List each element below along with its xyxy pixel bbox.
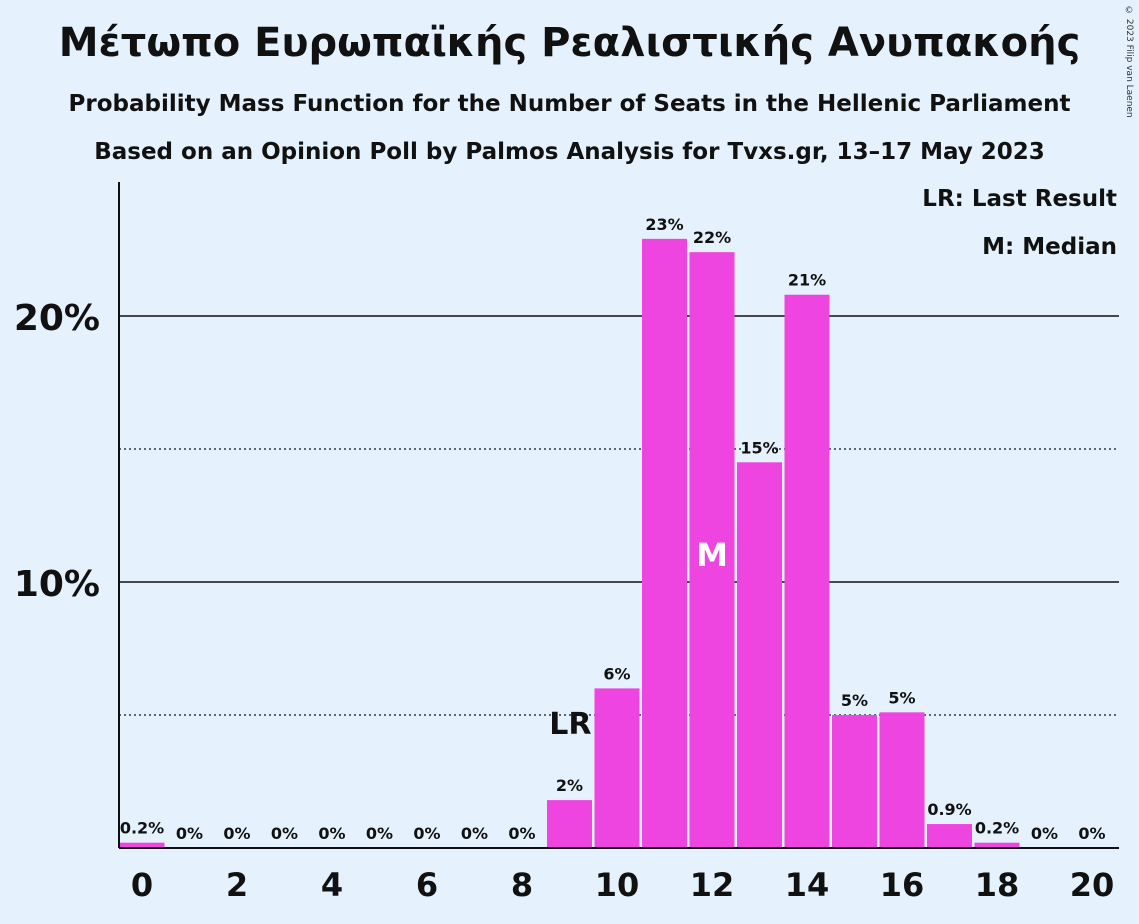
- x-tick-label: 20: [1070, 866, 1115, 904]
- value-label-background: [744, 439, 775, 458]
- value-label: 6%: [603, 664, 630, 683]
- value-label: 23%: [645, 215, 683, 234]
- bar-seats-14: [784, 294, 830, 849]
- value-label: 0.9%: [927, 800, 971, 819]
- value-label: 0%: [1078, 824, 1105, 843]
- last-result-marker: LR: [549, 707, 591, 742]
- value-label: 22%: [693, 228, 731, 247]
- value-label: 5%: [841, 691, 868, 710]
- value-label: 0%: [413, 824, 440, 843]
- x-tick-label: 14: [785, 866, 830, 904]
- chart-title: Μέτωπο Ευρωπαϊκής Ρεαλιστικής Ανυπακοής: [58, 20, 1081, 66]
- value-label: 2%: [556, 776, 583, 795]
- value-label-background: [122, 819, 162, 838]
- bar-seats-17: [927, 824, 972, 848]
- value-label-background: [606, 665, 628, 684]
- value-label: 21%: [788, 271, 826, 290]
- bar-seats-0: [119, 842, 165, 848]
- value-label-background: [791, 271, 823, 290]
- x-tick-label: 16: [880, 866, 925, 904]
- value-label-background: [696, 229, 728, 248]
- value-label: 0%: [318, 824, 345, 843]
- value-label: 0%: [508, 824, 535, 843]
- legend-last-result: LR: Last Result: [922, 186, 1117, 212]
- value-label: 0%: [271, 824, 298, 843]
- chart-subtitle: Probability Mass Function for the Number…: [68, 91, 1071, 117]
- x-tick-label: 8: [511, 866, 533, 904]
- value-label-background: [977, 819, 1017, 838]
- y-tick-label: 10%: [14, 564, 100, 605]
- x-tick-label: 12: [690, 866, 735, 904]
- x-tick-label: 4: [321, 866, 343, 904]
- bar-seats-18: [974, 842, 1020, 848]
- value-label: 0%: [461, 824, 488, 843]
- value-label: 0%: [1031, 824, 1058, 843]
- value-label: 5%: [888, 688, 915, 707]
- bar-seats-13: [737, 462, 782, 848]
- value-label-background: [558, 777, 581, 796]
- value-label-background: [929, 801, 970, 820]
- bar-seats-12: [689, 252, 735, 848]
- copyright-notice: © 2023 Filip van Laenen: [1124, 6, 1134, 118]
- value-label: 0.2%: [975, 819, 1019, 838]
- value-label: 0%: [176, 824, 203, 843]
- value-label: 0%: [366, 824, 393, 843]
- chart-source-line: Based on an Opinion Poll by Palmos Analy…: [94, 139, 1045, 165]
- bar-seats-10: [594, 688, 640, 848]
- value-label-background: [843, 692, 866, 710]
- bar-seats-11: [642, 238, 687, 849]
- x-tick-label: 6: [416, 866, 438, 904]
- x-tick-label: 2: [226, 866, 248, 904]
- value-label: 0.2%: [120, 819, 164, 838]
- value-label-background: [891, 689, 913, 708]
- bar-seats-15: [832, 715, 877, 848]
- x-tick-label: 10: [595, 866, 640, 904]
- y-tick-label: 20%: [14, 298, 100, 339]
- median-marker: M: [696, 536, 728, 574]
- value-label: 0%: [223, 824, 250, 843]
- legend-median: M: Median: [982, 234, 1117, 260]
- x-tick-label: 18: [975, 866, 1020, 904]
- bar-seats-9: [547, 800, 592, 848]
- value-label-background: [649, 215, 680, 234]
- value-label: 15%: [740, 438, 778, 457]
- x-tick-label: 0: [131, 866, 153, 904]
- bar-seats-16: [879, 712, 925, 848]
